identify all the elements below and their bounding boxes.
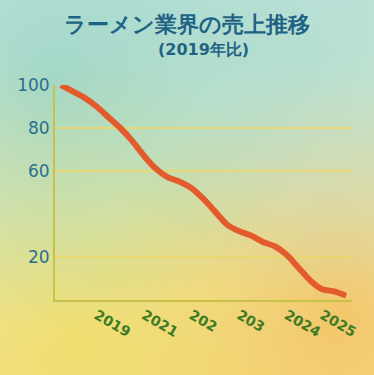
svg-text:ラーメン業界の売上推移: ラーメン業界の売上推移 <box>64 12 310 37</box>
svg-text:20: 20 <box>28 247 50 267</box>
svg-text:2024: 2024 <box>282 307 324 340</box>
svg-text:100: 100 <box>17 75 49 95</box>
svg-text:203: 203 <box>234 307 267 335</box>
svg-text:80: 80 <box>28 118 50 138</box>
svg-text:(2019年比): (2019年比) <box>158 40 249 59</box>
svg-text:2019: 2019 <box>92 307 134 340</box>
svg-text:2021: 2021 <box>139 307 181 340</box>
svg-text:202: 202 <box>187 307 220 335</box>
svg-text:60: 60 <box>28 161 50 181</box>
svg-text:2025: 2025 <box>317 307 359 340</box>
